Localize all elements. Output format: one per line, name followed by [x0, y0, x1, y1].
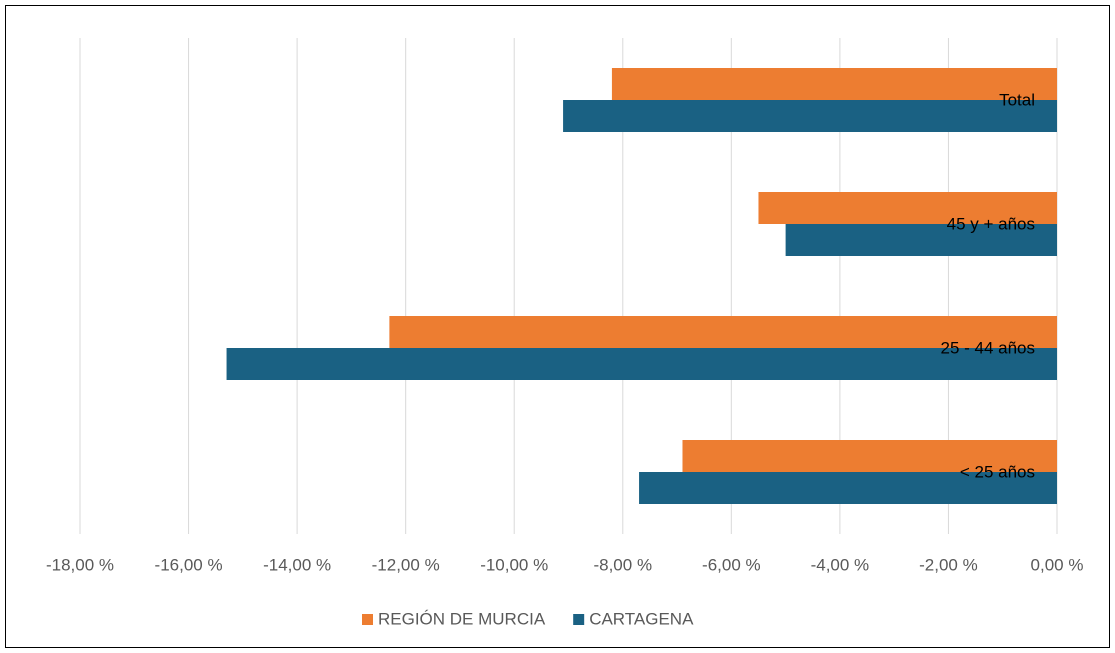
category-label: 25 - 44 años	[940, 338, 1035, 357]
x-tick-label: -14,00 %	[263, 555, 331, 574]
x-tick-label: -12,00 %	[372, 555, 440, 574]
bar	[758, 192, 1057, 224]
bar	[389, 316, 1058, 348]
legend-swatch	[573, 614, 585, 625]
bar	[563, 100, 1057, 132]
legend-label: REGIÓN DE MURCIA	[378, 609, 546, 628]
legend-label: CARTAGENA	[589, 609, 694, 628]
x-tick-label: -10,00 %	[480, 555, 548, 574]
bar	[785, 224, 1057, 256]
bar	[226, 348, 1058, 380]
legend-swatch	[362, 614, 373, 625]
x-tick-label: 0,00 %	[1031, 555, 1084, 574]
x-tick-label: -6,00 %	[702, 555, 761, 574]
bar	[682, 440, 1057, 472]
x-tick-label: -8,00 %	[593, 555, 652, 574]
x-tick-label: -2,00 %	[919, 555, 978, 574]
x-tick-label: -16,00 %	[155, 555, 223, 574]
bar	[639, 472, 1057, 504]
category-label: Total	[999, 90, 1035, 109]
x-tick-label: -4,00 %	[811, 555, 870, 574]
category-label: < 25 años	[960, 462, 1035, 481]
bar	[611, 68, 1057, 100]
category-label: 45 y + años	[947, 214, 1035, 233]
x-tick-label: -18,00 %	[46, 555, 114, 574]
